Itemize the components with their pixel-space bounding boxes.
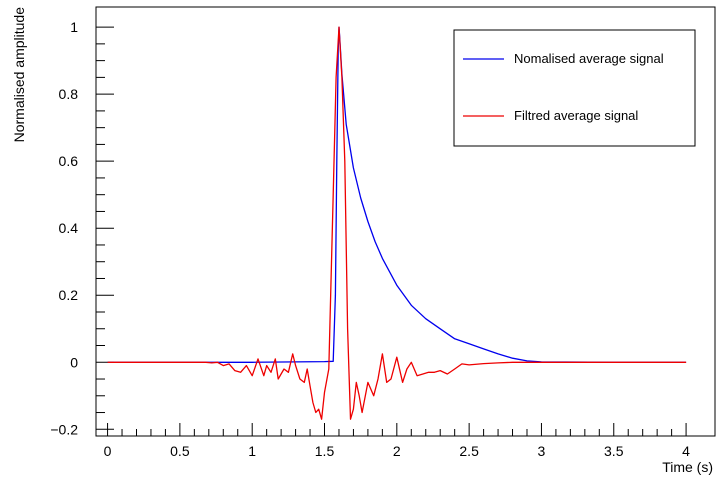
legend: Nomalised average signal Filtred average …: [453, 29, 696, 147]
series-line-1: [107, 26, 687, 363]
y-tick-label: 0.2: [59, 287, 79, 303]
x-tick-label: 0: [104, 443, 112, 459]
x-tick-label: 2: [393, 443, 401, 459]
x-tick-label: 2.5: [459, 443, 479, 459]
x-tick-label: 3: [538, 443, 546, 459]
y-tick-label: 1: [70, 19, 78, 35]
legend-label-1: Nomalised average signal: [514, 51, 664, 66]
plot-frame: [95, 6, 716, 437]
y-tick-label: 0: [70, 354, 78, 370]
y-axis-label: Normalised amplitude: [11, 7, 27, 143]
x-tick-label: 0.5: [170, 443, 190, 459]
y-tick-label: 0.4: [59, 220, 79, 236]
series-line-2: [107, 26, 687, 420]
x-axis-label: Time (s): [662, 459, 713, 475]
series-layer: [107, 26, 687, 420]
y-tick-label: 0.6: [59, 153, 79, 169]
y-tick-label: −0.2: [50, 421, 78, 437]
legend-label-2: Filtred average signal: [514, 108, 638, 123]
x-axis: 0 0.5 1 1.5 2 2.5 3 3.5 4: [104, 423, 690, 459]
legend-box: [453, 29, 696, 147]
x-tick-label: 4: [682, 443, 690, 459]
plot-border: [95, 6, 716, 437]
x-tick-label: 3.5: [604, 443, 624, 459]
y-tick-label: 0.8: [59, 86, 79, 102]
x-tick-label: 1: [248, 443, 256, 459]
x-tick-label: 1.5: [315, 443, 335, 459]
y-axis: −0.2 0 0.2 0.4 0.6 0.8 1: [50, 19, 114, 437]
